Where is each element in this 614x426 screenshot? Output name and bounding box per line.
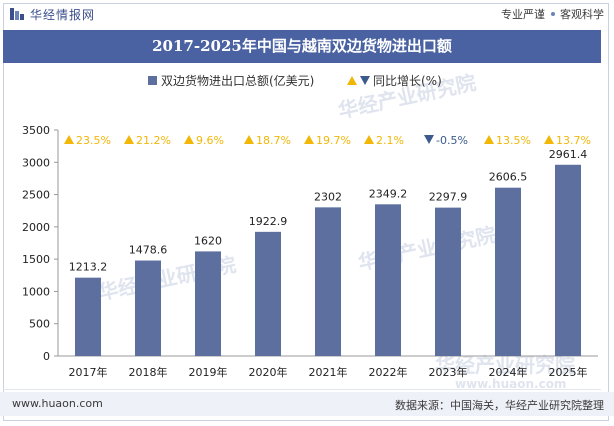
growth-labels: 23.5% 21.2% 9.6% 18.7% 19.7% 2.1% -0.5% 13.5% 13… [64, 134, 591, 147]
bar-value-label: 2302 [314, 190, 342, 203]
x-tick-label: 2025年 [549, 365, 588, 379]
bars [75, 164, 581, 356]
growth-label: 18.7% [256, 134, 291, 147]
y-tick-label: 0 [43, 350, 50, 363]
growth-up-triangle-icon [484, 135, 494, 144]
bar-value-label: 2297.9 [429, 191, 468, 204]
growth-up-triangle-icon [244, 135, 254, 144]
y-tick-label: 1500 [22, 253, 50, 266]
y-tick-label: 1000 [22, 285, 50, 298]
watermark-url: www.huaon.com [455, 377, 566, 391]
x-tick-label: 2023年 [429, 365, 468, 379]
x-tick-label: 2022年 [369, 365, 408, 379]
bar [495, 187, 521, 356]
legend-growth-label: 同比增长(%) [373, 74, 442, 88]
bar-value-label: 2349.2 [369, 187, 408, 200]
growth-up-triangle-icon [64, 135, 74, 144]
bar-value-label: 1213.2 [69, 261, 108, 274]
x-tick-label: 2021年 [309, 365, 348, 379]
legend-up-triangle-icon [347, 76, 357, 85]
slogan-1: 专业严谨 [501, 8, 545, 21]
growth-up-triangle-icon [124, 135, 134, 144]
y-tick-label: 2500 [22, 189, 50, 202]
growth-label: 2.1% [376, 134, 404, 147]
bar-value-label: 2606.5 [489, 171, 528, 184]
growth-up-triangle-icon [184, 135, 194, 144]
footer-divider [3, 389, 601, 390]
x-tick-label: 2019年 [189, 365, 228, 379]
growth-down-triangle-icon [424, 135, 434, 144]
x-axis-ticks: 2017年 2018年 2019年 2020年 2021年 2022年 2023年 2024年… [69, 365, 588, 379]
bar [135, 260, 161, 356]
slogan: 专业严谨 客观科学 [501, 6, 604, 22]
x-tick-label: 2017年 [69, 365, 108, 379]
footer-source: 数据来源：中国海关，华经产业研究院整理 [395, 399, 604, 412]
bar [195, 251, 221, 356]
legend-bar-swatch [148, 76, 157, 85]
bar-value-label: 1922.9 [249, 215, 288, 228]
growth-label: -0.5% [436, 134, 468, 147]
bar [555, 164, 581, 356]
watermark-text-4: 华经产业研究院 [435, 353, 575, 377]
bar-value-label: 2961.4 [549, 148, 588, 161]
footer-website: www.huaon.com [12, 397, 103, 410]
bar-value-label: 1478.6 [129, 244, 168, 257]
bar [435, 207, 461, 356]
growth-label: 13.5% [496, 134, 531, 147]
y-tick-label: 3000 [22, 156, 50, 169]
logo-text: 华经情报网 [30, 8, 96, 22]
y-tick-label: 500 [29, 318, 50, 331]
logo-icon [10, 8, 24, 20]
bar [375, 204, 401, 356]
legend-series-label: 双边货物进出口总额(亿美元) [161, 73, 314, 88]
growth-label: 19.7% [316, 134, 351, 147]
growth-up-triangle-icon [304, 135, 314, 144]
x-tick-label: 2020年 [249, 365, 288, 379]
x-tick-label: 2018年 [129, 365, 168, 379]
bar-value-label: 1620 [194, 234, 222, 247]
footer: www.huaon.com 数据来源：中国海关，华经产业研究院整理 [0, 392, 614, 416]
y-axis-ticks: 0 500 1000 1500 2000 2500 3000 3500 [22, 124, 58, 363]
slogan-2: 客观科学 [560, 8, 604, 21]
growth-up-triangle-icon [544, 135, 554, 144]
legend-down-triangle-icon [360, 76, 370, 85]
top-bar: 华经情报网 专业严谨 客观科学 [0, 0, 614, 28]
bar [315, 207, 341, 356]
x-tick-label: 2024年 [489, 365, 528, 379]
y-tick-label: 2000 [22, 221, 50, 234]
growth-label: 23.5% [76, 134, 111, 147]
y-tick-label: 3500 [22, 124, 50, 137]
growth-label: 13.7% [556, 134, 591, 147]
chart-title: 2017-2025年中国与越南双边货物进出口额 [3, 30, 601, 63]
slogan-separator-dot [551, 12, 555, 16]
value-labels: 1213.2 1478.6 1620 1922.9 2302 2349.2 2297.9 26… [69, 148, 588, 274]
bar [75, 277, 101, 356]
growth-label: 21.2% [136, 134, 171, 147]
growth-up-triangle-icon [364, 135, 374, 144]
legend: 双边货物进出口总额(亿美元) 同比增长(%) [148, 73, 442, 88]
bar [255, 231, 281, 356]
growth-label: 9.6% [196, 134, 224, 147]
